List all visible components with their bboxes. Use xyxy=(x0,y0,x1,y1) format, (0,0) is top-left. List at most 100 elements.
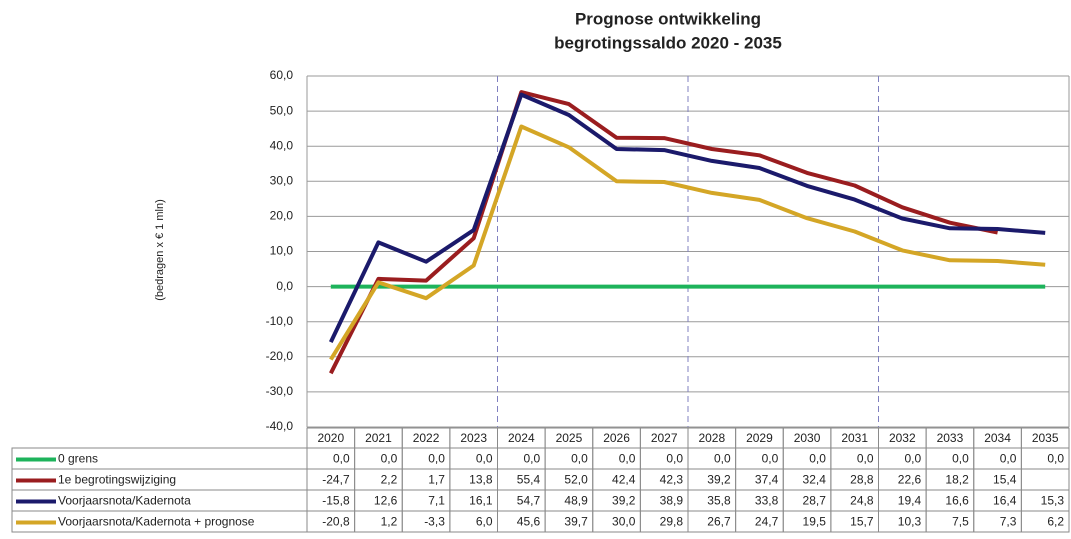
y-tick-label: -10,0 xyxy=(266,314,294,328)
data-label: 42,4 xyxy=(612,473,636,487)
data-label: 6,2 xyxy=(1047,515,1064,529)
data-label: 24,7 xyxy=(755,515,779,529)
data-label: 39,2 xyxy=(707,473,731,487)
data-label: 0,0 xyxy=(619,452,636,466)
data-label: 0,0 xyxy=(666,452,683,466)
data-label: 1,7 xyxy=(428,473,445,487)
data-label: 0,0 xyxy=(428,452,445,466)
data-label: 0,0 xyxy=(904,452,921,466)
data-label: 0,0 xyxy=(809,452,826,466)
x-tick-label: 2035 xyxy=(1032,431,1059,445)
y-tick-label: 10,0 xyxy=(270,244,294,258)
data-label: 12,6 xyxy=(374,494,398,508)
table-cell xyxy=(11,447,308,470)
data-label: 15,3 xyxy=(1041,494,1065,508)
data-label: 42,3 xyxy=(660,473,684,487)
table-cell xyxy=(1020,468,1070,491)
data-label: 7,1 xyxy=(428,494,445,508)
y-tick-label: 30,0 xyxy=(270,173,294,187)
data-label: 0,0 xyxy=(571,452,588,466)
data-label: 37,4 xyxy=(755,473,779,487)
data-label: -24,7 xyxy=(322,473,350,487)
y-tick-label: -40,0 xyxy=(266,419,294,433)
data-label: 15,4 xyxy=(993,473,1017,487)
x-tick-label: 2026 xyxy=(603,431,630,445)
y-tick-label: -20,0 xyxy=(266,349,294,363)
data-label: 19,4 xyxy=(898,494,922,508)
data-label: 0,0 xyxy=(333,452,350,466)
data-label: 15,7 xyxy=(850,515,874,529)
data-label: 0,0 xyxy=(714,452,731,466)
x-tick-label: 2029 xyxy=(746,431,773,445)
data-label: 7,3 xyxy=(1000,515,1017,529)
data-label: 0,0 xyxy=(1000,452,1017,466)
data-label: 32,4 xyxy=(803,473,827,487)
y-tick-label: -30,0 xyxy=(266,384,294,398)
y-axis-label: (bedragen x € 1 mln) xyxy=(154,199,166,301)
data-label: 55,4 xyxy=(517,473,541,487)
data-label: 35,8 xyxy=(707,494,731,508)
data-label: 24,8 xyxy=(850,494,874,508)
data-label: 13,8 xyxy=(469,473,493,487)
data-label: 33,8 xyxy=(755,494,779,508)
data-label: 0,0 xyxy=(1047,452,1064,466)
x-tick-label: 2031 xyxy=(841,431,868,445)
data-label: 38,9 xyxy=(660,494,684,508)
x-tick-label: 2034 xyxy=(984,431,1011,445)
data-label: 22,6 xyxy=(898,473,922,487)
data-label: 39,2 xyxy=(612,494,636,508)
data-label: 7,5 xyxy=(952,515,969,529)
x-tick-label: 2027 xyxy=(651,431,678,445)
y-tick-label: 40,0 xyxy=(270,138,294,152)
series-line xyxy=(328,92,1046,343)
data-label: 0,0 xyxy=(762,452,779,466)
data-label: 0,0 xyxy=(857,452,874,466)
x-tick-label: 2032 xyxy=(889,431,916,445)
x-tick-label: 2021 xyxy=(365,431,392,445)
data-label: 48,9 xyxy=(564,494,588,508)
x-tick-label: 2025 xyxy=(556,431,583,445)
data-label: -3,3 xyxy=(424,515,445,529)
data-label: 29,8 xyxy=(660,515,684,529)
x-tick-label: 2020 xyxy=(317,431,344,445)
chart-title: Prognose ontwikkeling xyxy=(575,9,761,28)
data-label: 26,7 xyxy=(707,515,731,529)
y-tick-label: 50,0 xyxy=(270,103,294,117)
data-label: 0,0 xyxy=(476,452,493,466)
legend-label: 0 grens xyxy=(58,452,98,466)
x-tick-label: 2030 xyxy=(794,431,821,445)
data-label: 16,6 xyxy=(945,494,969,508)
data-label: 54,7 xyxy=(517,494,541,508)
data-label: 10,3 xyxy=(898,515,922,529)
data-label: 0,0 xyxy=(523,452,540,466)
y-tick-label: 20,0 xyxy=(270,209,294,223)
x-tick-label: 2024 xyxy=(508,431,535,445)
data-label: 39,7 xyxy=(564,515,588,529)
data-label: -15,8 xyxy=(322,494,350,508)
data-label: 19,5 xyxy=(803,515,827,529)
data-label: 6,0 xyxy=(476,515,493,529)
data-label: 52,0 xyxy=(564,473,588,487)
y-tick-label: 60,0 xyxy=(270,68,294,82)
legend-label: Voorjaarsnota/Kadernota xyxy=(58,494,191,508)
series-line xyxy=(329,90,999,375)
x-tick-label: 2033 xyxy=(937,431,964,445)
data-label: 0,0 xyxy=(381,452,398,466)
data-label: 16,1 xyxy=(469,494,493,508)
y-tick-label: 0,0 xyxy=(276,279,293,293)
chart-title: begrotingssaldo 2020 - 2035 xyxy=(554,33,782,52)
data-label: 28,8 xyxy=(850,473,874,487)
x-tick-label: 2022 xyxy=(413,431,440,445)
x-tick-label: 2023 xyxy=(460,431,487,445)
data-label: 45,6 xyxy=(517,515,541,529)
data-label: 0,0 xyxy=(952,452,969,466)
data-label: 30,0 xyxy=(612,515,636,529)
data-label: 18,2 xyxy=(945,473,969,487)
data-label: 1,2 xyxy=(381,515,398,529)
data-label: 16,4 xyxy=(993,494,1017,508)
legend-label: Voorjaarsnota/Kadernota + prognose xyxy=(58,515,255,529)
x-tick-label: 2028 xyxy=(698,431,725,445)
data-label: 28,7 xyxy=(803,494,827,508)
data-label: -20,8 xyxy=(322,515,350,529)
